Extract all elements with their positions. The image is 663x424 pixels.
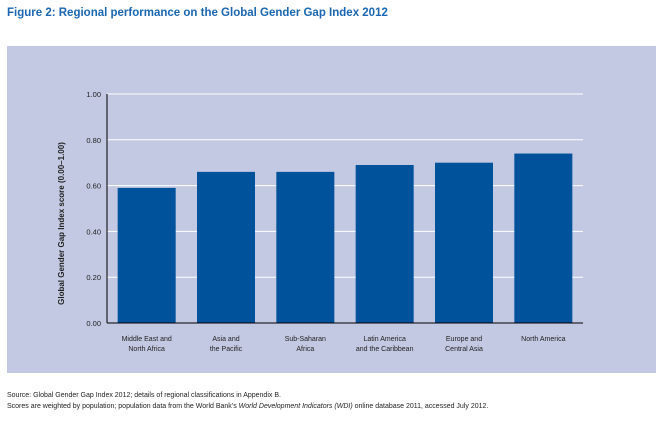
x-category-label: Sub-Saharan xyxy=(285,336,326,343)
y-tick-label: 0.00 xyxy=(86,319,101,328)
y-axis-title: Global Gender Gap Index score (0.00–1.00… xyxy=(57,142,66,305)
x-category-label: Europe and xyxy=(446,336,482,343)
chart-panel: 0.00 0.20 0.40 0.60 0.80 1.00 Middle East and N… xyxy=(7,46,656,373)
x-category-label: Middle East and xyxy=(122,336,172,343)
source-line-2: Scores are weighted by population; popul… xyxy=(7,401,488,412)
y-tick-label: 0.80 xyxy=(86,136,101,145)
source-line-2-italic: World Development Indicators (WDI) xyxy=(238,403,353,410)
x-category-label: and the Caribbean xyxy=(356,346,414,353)
source-line: Source: Global Gender Gap Index 2012; de… xyxy=(7,392,281,399)
source-line-2-start: Scores are weighted by population; popul… xyxy=(7,403,239,410)
x-category-label: Latin America xyxy=(363,336,406,343)
bar xyxy=(276,171,335,323)
x-category-label: Africa xyxy=(296,346,314,353)
bar xyxy=(355,164,414,323)
figure-title: Figure 2: Regional performance on the Gl… xyxy=(7,7,388,19)
bar-chart: 0.00 0.20 0.40 0.60 0.80 1.00 Middle East and N… xyxy=(57,90,583,353)
x-category-label: the Pacific xyxy=(210,346,243,353)
bar xyxy=(197,171,255,323)
x-category-label: Central Asia xyxy=(445,346,483,353)
bar xyxy=(435,162,493,323)
x-category-label: North America xyxy=(521,336,565,343)
y-tick-label: 0.60 xyxy=(86,182,101,191)
y-tick-label: 0.40 xyxy=(86,227,101,236)
bar xyxy=(514,153,573,323)
source-line-2-end: online database 2011, accessed July 2012… xyxy=(352,403,489,410)
y-tick-label: 1.00 xyxy=(86,90,101,99)
bar xyxy=(117,187,176,323)
y-tick-label: 0.20 xyxy=(86,273,101,282)
x-category-label: Asia and xyxy=(212,336,239,343)
x-category-label: North Africa xyxy=(128,346,165,353)
source-note: Source: Global Gender Gap Index 2012; de… xyxy=(7,390,488,412)
